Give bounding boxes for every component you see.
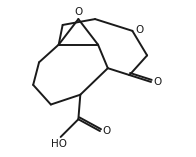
Text: HO: HO: [51, 139, 67, 149]
Text: O: O: [153, 77, 161, 87]
Text: O: O: [102, 126, 110, 136]
Text: O: O: [135, 25, 144, 35]
Text: O: O: [74, 7, 83, 17]
